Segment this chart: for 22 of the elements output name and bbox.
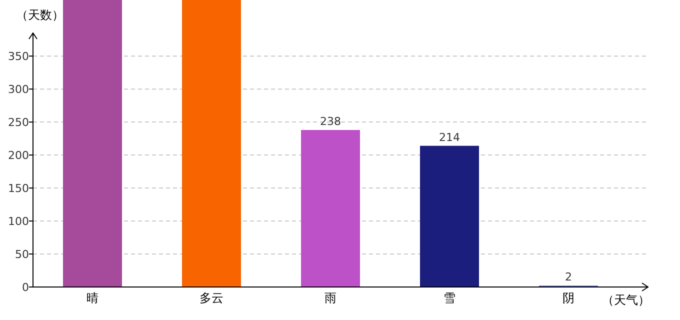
y-tick-label: 250 [8,116,29,130]
x-axis-title: （天气） [602,293,650,307]
bar [301,130,360,287]
x-tick-label: 雪 [444,291,456,305]
x-tick-label: 雨 [324,291,336,305]
y-tick-label: 100 [8,215,29,228]
bar [420,146,479,287]
x-tick-label: 多云 [200,291,224,305]
y-axis-title: （天数） [16,8,64,22]
y-tick-label: 200 [8,149,29,162]
bar [63,0,122,287]
y-tick-label: 0 [22,281,29,294]
data-label: 214 [439,130,460,144]
y-tick-label: 50 [15,248,29,262]
y-tick-label: 350 [8,50,29,64]
y-tick-label: 300 [8,83,29,96]
y-tick-label: 150 [8,182,29,196]
x-tick-label: 阴 [562,291,574,305]
data-label: 238 [320,114,341,128]
x-tick-label: 晴 [86,291,98,305]
bar [182,0,241,287]
data-label: 2 [565,270,572,284]
